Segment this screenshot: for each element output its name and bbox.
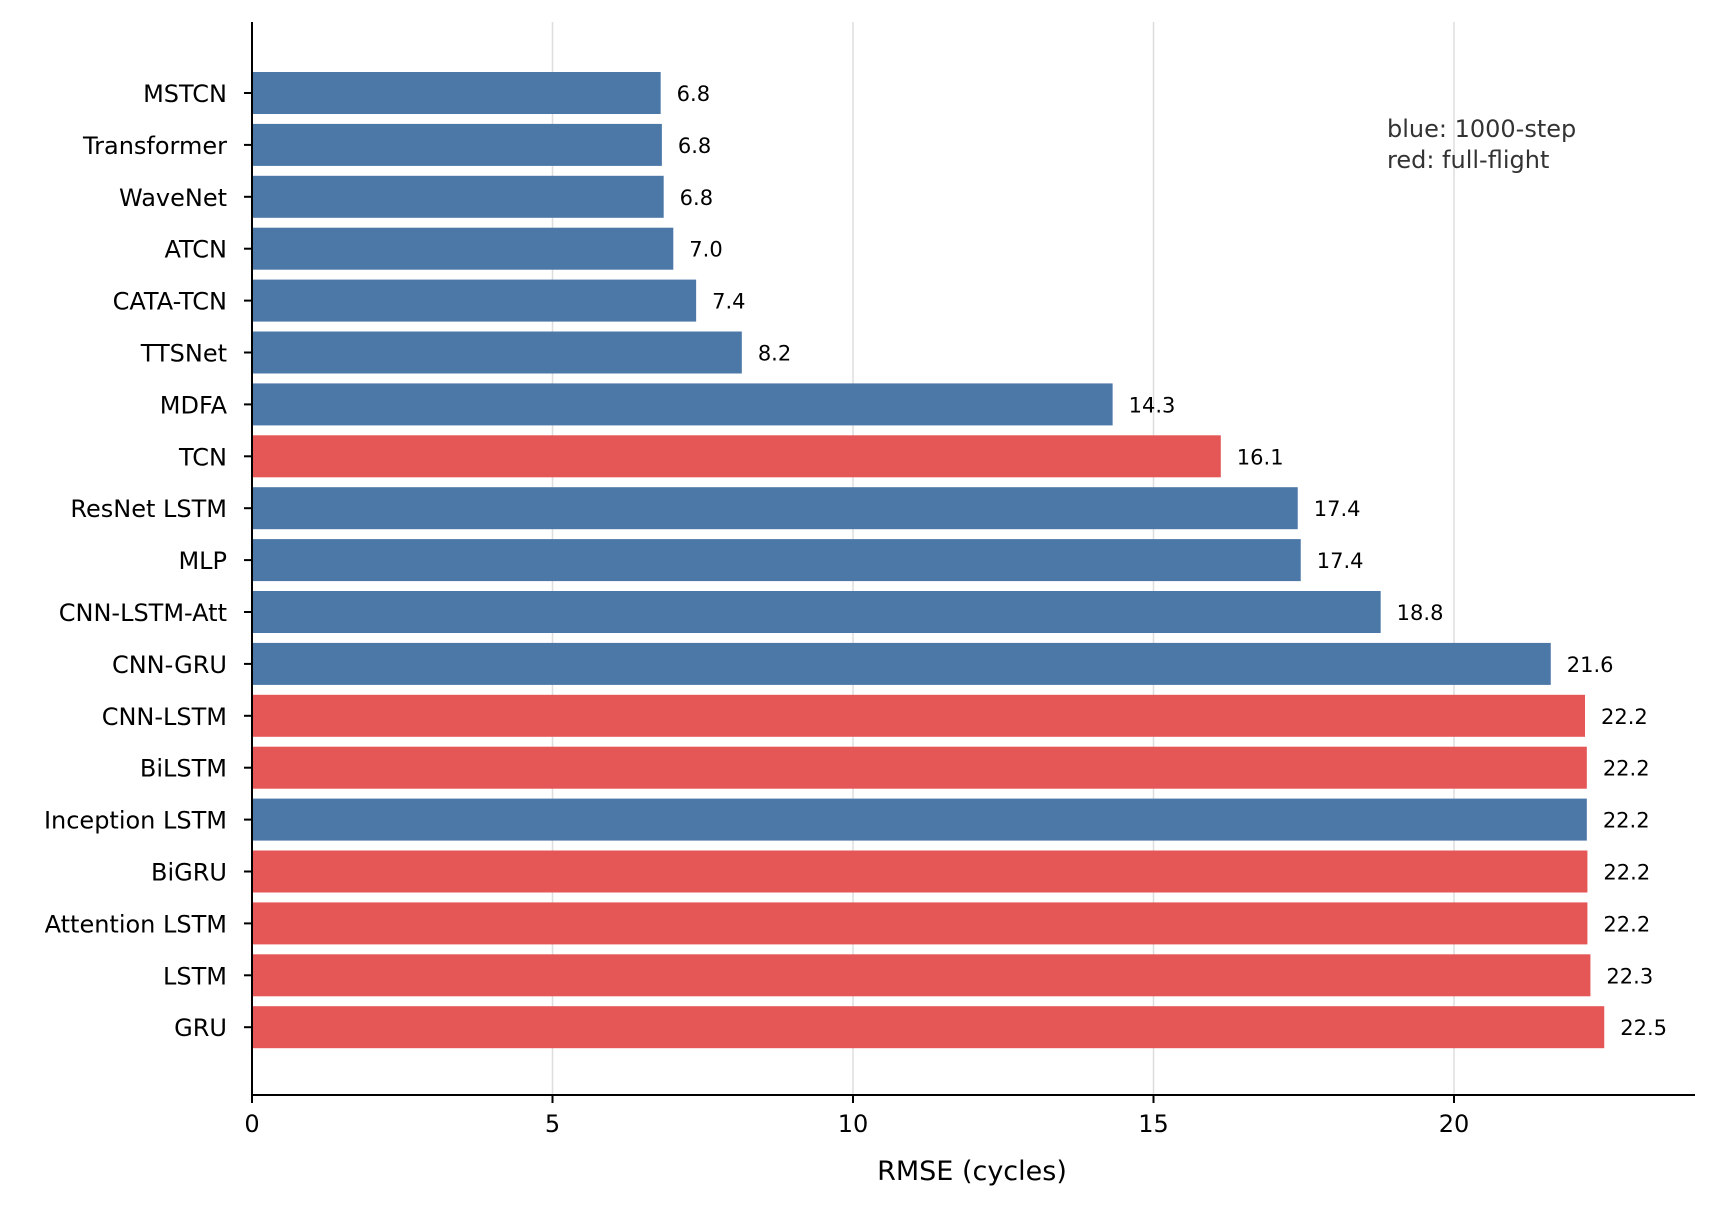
category-label: CNN-LSTM-Att — [59, 599, 227, 627]
bar-bigru — [252, 850, 1588, 893]
category-label: ATCN — [164, 236, 227, 264]
bar-mlp — [252, 539, 1301, 582]
value-label: 22.5 — [1620, 1016, 1667, 1040]
bar-atcn — [252, 227, 674, 270]
value-label: 7.4 — [712, 290, 745, 314]
category-label: TTSNet — [140, 340, 227, 368]
value-label: 7.0 — [689, 238, 722, 262]
value-label: 18.8 — [1397, 601, 1444, 625]
category-label: CATA-TCN — [113, 288, 227, 316]
bar-attention-lstm — [252, 902, 1588, 945]
category-label: Transformer — [82, 132, 227, 160]
value-labels: 6.8 6.8 6.8 7.0 7.4 8.2 14.3 16.1 17.4 17.4 18.8 21… — [677, 82, 1667, 1040]
bar-mstcn — [252, 72, 661, 114]
value-label: 22.2 — [1603, 809, 1650, 833]
bar-cata-tcn — [252, 279, 697, 322]
value-label: 14.3 — [1129, 393, 1176, 417]
color-annotation: blue: 1000-step red: full-flight — [1387, 115, 1584, 174]
category-label: LSTM — [163, 962, 227, 990]
bar-cnn-lstm — [252, 694, 1586, 737]
bar-wavenet — [252, 175, 664, 218]
bar-ttsnet — [252, 331, 742, 374]
annotation-line-blue: blue: 1000-step — [1387, 115, 1576, 143]
category-label: BiLSTM — [140, 755, 227, 783]
x-tick-label-15: 15 — [1138, 1110, 1169, 1138]
value-label: 16.1 — [1237, 445, 1284, 469]
bar-resnet-lstm — [252, 487, 1298, 530]
category-label: Inception LSTM — [44, 807, 227, 835]
category-label: CNN-GRU — [112, 651, 227, 679]
bar-gru — [252, 1006, 1605, 1049]
category-label: GRU — [174, 1014, 227, 1042]
x-tick-label-10: 10 — [838, 1110, 869, 1138]
annotation-line-red: red: full-flight — [1387, 146, 1549, 174]
bar-inception-lstm — [252, 798, 1587, 841]
value-label: 22.2 — [1603, 861, 1650, 885]
value-label: 6.8 — [677, 82, 710, 106]
bar-lstm — [252, 954, 1591, 997]
x-tick-label-0: 0 — [244, 1110, 259, 1138]
category-label: WaveNet — [119, 184, 227, 212]
value-label: 22.2 — [1603, 757, 1650, 781]
category-label: ResNet LSTM — [70, 495, 227, 523]
ticks: 0 5 10 15 20 MSTCN Transformer WaveNet ATCN CATA-… — [44, 80, 1469, 1138]
bar-cnn-lstm-att — [252, 591, 1381, 633]
category-label: TCN — [178, 443, 227, 471]
bar-tcn — [252, 435, 1221, 478]
value-label: 6.8 — [678, 134, 711, 158]
bar-transformer — [252, 123, 662, 166]
value-label: 21.6 — [1567, 653, 1614, 677]
value-label: 8.2 — [758, 342, 791, 366]
category-label: CNN-LSTM — [102, 703, 227, 731]
value-label: 17.4 — [1314, 497, 1361, 521]
category-label: MLP — [178, 547, 227, 575]
bar-mdfa — [252, 383, 1113, 426]
category-label: Attention LSTM — [45, 910, 227, 938]
value-label: 22.2 — [1601, 705, 1648, 729]
x-tick-label-5: 5 — [545, 1110, 560, 1138]
bar-bilstm — [252, 746, 1587, 789]
value-label: 22.3 — [1606, 964, 1653, 988]
bars — [252, 72, 1605, 1049]
value-label: 6.8 — [680, 186, 713, 210]
bar-cnn-gru — [252, 642, 1551, 685]
x-axis-label: RMSE (cycles) — [877, 1156, 1067, 1187]
category-label: BiGRU — [151, 859, 227, 887]
category-label: MSTCN — [143, 80, 227, 108]
category-label: MDFA — [160, 391, 228, 419]
x-tick-label-20: 20 — [1439, 1110, 1470, 1138]
value-label: 22.2 — [1603, 912, 1650, 936]
value-label: 17.4 — [1317, 549, 1364, 573]
